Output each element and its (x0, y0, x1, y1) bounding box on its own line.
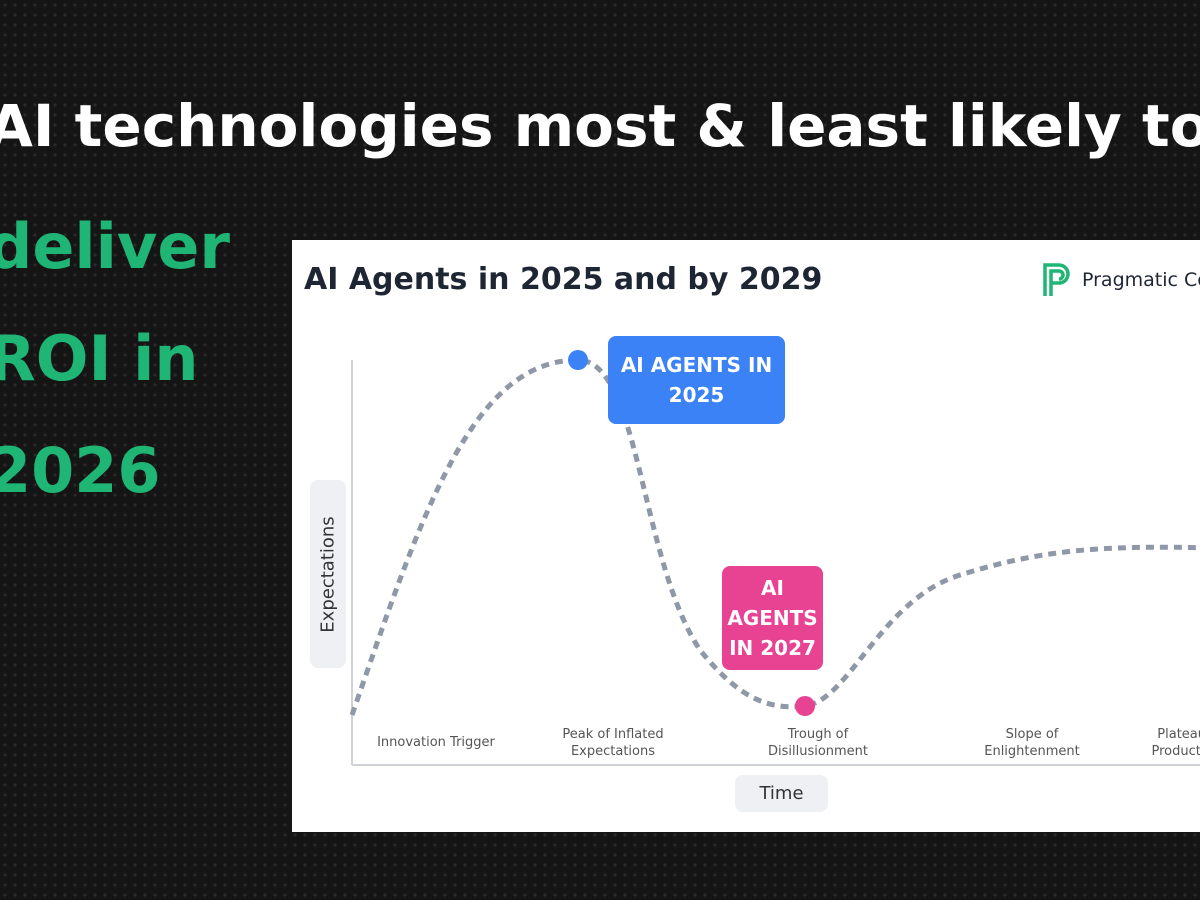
headline-highlight: deliver (0, 210, 230, 283)
phase-label: Peak of Inflated Expectations (533, 726, 693, 760)
phase-line: Expectations (570, 744, 656, 759)
headline-highlight: ROI in (0, 322, 199, 395)
callout-line: 2025 (668, 383, 725, 407)
callout-line: AI (761, 576, 784, 600)
phase-label: Innovation Trigger (356, 734, 516, 751)
callout-line: AI AGENTS IN (620, 353, 773, 377)
phase-line: Enlightenment (984, 744, 1080, 759)
phase-label: Plateau of Productivity (1110, 726, 1200, 760)
card-title: AI Agents in 2025 and by 2029 (304, 262, 823, 297)
diagram-card: AI Agents in 2025 and by 2029 Pragmatic … (292, 240, 1200, 832)
y-axis-pill: Expectations (310, 480, 346, 668)
phase-line: Slope of (1005, 727, 1059, 742)
phase-line: Trough of (787, 727, 849, 742)
brand-logo (1043, 263, 1070, 296)
phase-label: Trough of Disillusionment (738, 726, 898, 760)
curve (349, 357, 1200, 716)
phase-line: Disillusionment (767, 744, 869, 759)
phase-line: Peak of Inflated (562, 727, 664, 742)
marker-2027 (795, 696, 815, 716)
callout-line: IN 2027 (729, 636, 816, 660)
x-axis-pill: Time (735, 775, 828, 812)
phase-label: Slope of Enlightenment (952, 726, 1112, 760)
headline-highlight: 2026 (0, 434, 161, 507)
callout: AI AGENTS IN 2025 (608, 336, 785, 424)
brand: Pragmatic Coders (1042, 262, 1200, 298)
phase-line: Innovation Trigger (377, 735, 495, 750)
brand-name: Pragmatic Coders (1082, 269, 1200, 291)
phase-line: Productivity (1151, 744, 1200, 759)
phase-line: Plateau of (1157, 727, 1200, 742)
callout-line: AGENTS (727, 606, 818, 630)
callout: AI AGENTS IN 2027 (722, 566, 823, 670)
hype-curve (349, 350, 1200, 766)
headline: AI technologies most & least likely to (0, 92, 1200, 160)
marker-2025 (568, 350, 588, 370)
y-axis-label: Expectations (317, 515, 339, 633)
x-axis-label: Time (759, 783, 804, 804)
